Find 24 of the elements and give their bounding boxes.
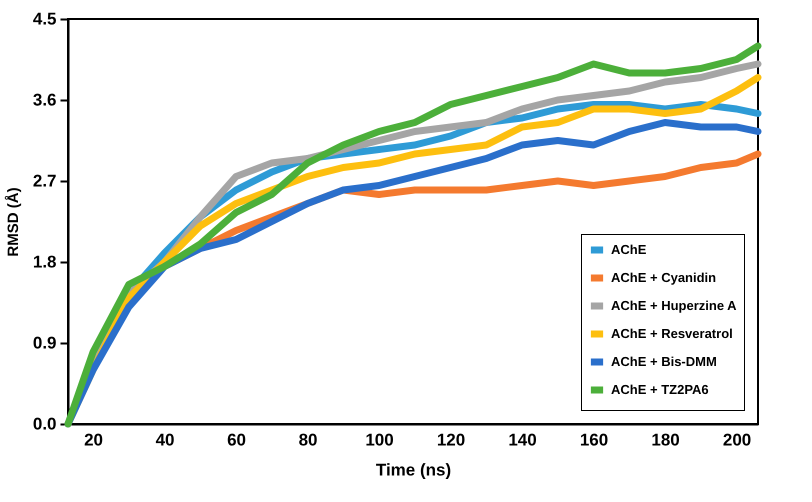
legend-label: AChE + TZ2PA6 bbox=[611, 382, 709, 397]
x-tick-label: 40 bbox=[156, 430, 174, 450]
legend-label: AChE bbox=[611, 242, 647, 257]
y-tick-label: 0.0 bbox=[32, 414, 56, 434]
x-tick-label: 160 bbox=[580, 430, 608, 450]
legend-label: AChE + Huperzine A bbox=[611, 298, 738, 313]
y-axis-title: RMSD (Å) bbox=[4, 187, 22, 257]
x-tick-label: 80 bbox=[298, 430, 318, 450]
y-tick-label: 0.9 bbox=[32, 334, 56, 352]
x-tick-label: 60 bbox=[227, 430, 246, 450]
legend-label: AChE + Cyanidin bbox=[611, 270, 716, 285]
y-tick-label: 4.5 bbox=[32, 10, 56, 28]
x-tick-label: 200 bbox=[722, 430, 752, 450]
y-tick-label: 2.7 bbox=[32, 172, 56, 190]
legend-label: AChE + Resveratrol bbox=[611, 326, 733, 341]
x-tick-label: 180 bbox=[651, 430, 680, 450]
x-tick-label: 100 bbox=[365, 430, 394, 450]
y-tick-label: 3.6 bbox=[32, 90, 56, 110]
y-tick-label: 1.8 bbox=[32, 252, 56, 272]
x-tick-label: 120 bbox=[436, 430, 466, 450]
x-axis-title: Time (ns) bbox=[376, 460, 452, 480]
x-tick-label: 140 bbox=[508, 430, 537, 450]
x-tick-label: 20 bbox=[84, 430, 103, 450]
legend-label: AChE + Bis-DMM bbox=[611, 354, 717, 369]
